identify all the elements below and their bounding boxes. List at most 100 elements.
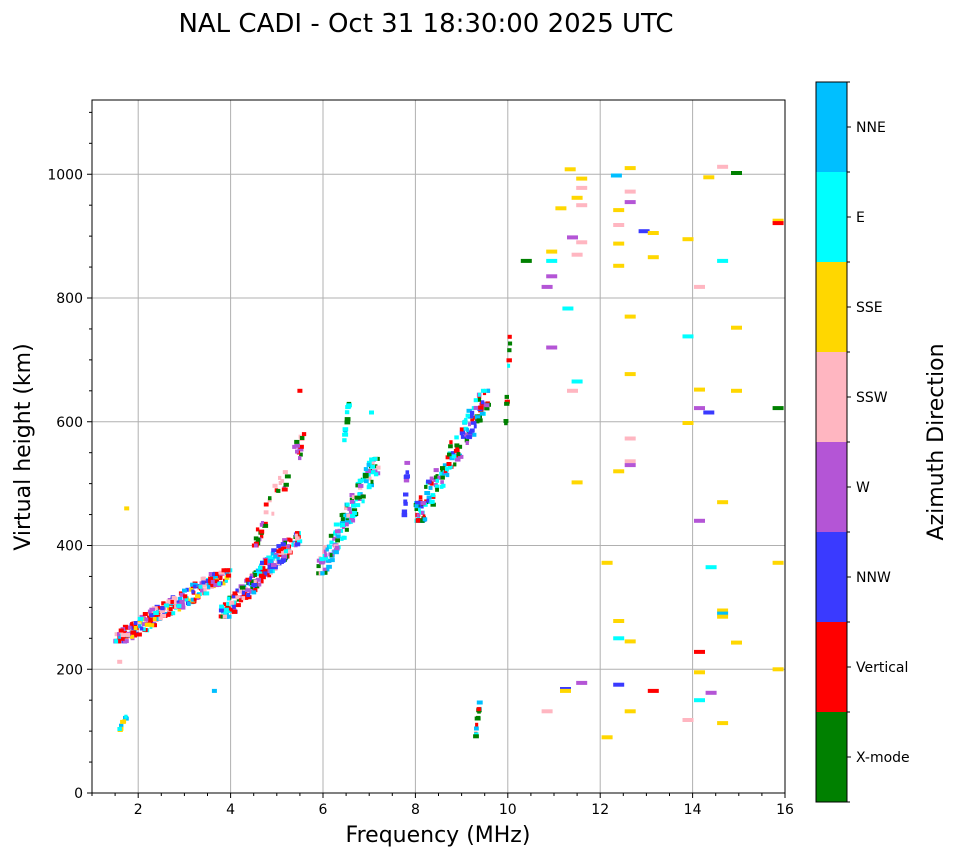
echo-point — [694, 670, 705, 675]
echo-point — [277, 559, 281, 564]
echo-point — [772, 221, 784, 226]
echo-point — [335, 538, 340, 543]
echo-point — [358, 478, 364, 483]
echo-point — [200, 588, 204, 593]
echo-point — [250, 586, 254, 590]
echo-point — [483, 388, 488, 393]
echo-point — [301, 432, 307, 437]
echo-point — [127, 625, 132, 630]
data-points — [113, 164, 784, 740]
echo-point — [466, 428, 470, 433]
echo-point — [179, 599, 185, 604]
x-tick-label: 6 — [319, 802, 328, 818]
echo-point — [450, 451, 456, 456]
echo-point — [480, 388, 485, 393]
echo-point — [453, 448, 460, 453]
echo-point — [416, 515, 421, 520]
echo-point — [344, 520, 351, 525]
echo-point — [200, 576, 206, 581]
echo-point — [160, 606, 165, 611]
echo-point — [263, 569, 270, 574]
echo-point — [482, 391, 487, 396]
echo-point — [624, 314, 636, 319]
echo-point — [420, 518, 425, 523]
echo-point — [546, 258, 558, 263]
echo-point — [717, 500, 729, 505]
echo-point — [326, 564, 332, 569]
echo-point — [325, 547, 329, 552]
x-tick-label: 16 — [776, 802, 794, 818]
echo-point — [222, 614, 228, 619]
y-axis: 0 200 400 600 800 1000 — [47, 111, 92, 802]
echo-point — [369, 461, 375, 466]
echo-point — [430, 493, 436, 498]
echo-point — [373, 472, 379, 477]
echo-point — [122, 639, 129, 644]
echo-point — [454, 457, 461, 462]
echo-point — [334, 545, 340, 550]
echo-point — [467, 430, 473, 435]
echo-point — [463, 426, 469, 431]
echo-point — [415, 500, 422, 505]
echo-point — [433, 478, 437, 482]
echo-point — [270, 551, 275, 556]
echo-point — [133, 623, 138, 628]
echo-point — [220, 581, 226, 586]
echo-point — [267, 565, 273, 570]
echo-point — [124, 506, 130, 511]
x-axis-label: Frequency (MHz) — [346, 823, 531, 848]
echo-point — [459, 430, 466, 435]
echo-point — [212, 580, 218, 585]
echo-point — [286, 544, 290, 549]
echo-point — [182, 588, 187, 593]
echo-point — [342, 438, 347, 443]
echo-point — [339, 513, 344, 518]
echo-point — [772, 667, 784, 672]
chart-title: NAL CADI - Oct 31 18:30:00 2025 UTC — [178, 9, 673, 39]
colorbar-tick-label: SSW — [856, 390, 888, 406]
echo-point — [156, 606, 162, 611]
colorbar-tick-label: Vertical — [856, 660, 908, 676]
echo-point — [270, 556, 275, 561]
echo-point — [124, 625, 131, 630]
echo-point — [250, 573, 255, 578]
echo-point — [144, 622, 151, 627]
echo-point — [576, 176, 588, 181]
echo-point — [227, 568, 231, 573]
colorbar-segment — [816, 172, 847, 262]
echo-point — [369, 457, 374, 462]
echo-point — [227, 614, 232, 619]
echo-point — [458, 454, 464, 459]
plot-background — [92, 100, 785, 793]
echo-point — [468, 414, 474, 418]
echo-point — [260, 561, 266, 565]
echo-point — [258, 573, 265, 578]
echo-point — [280, 479, 285, 484]
echo-point — [172, 600, 177, 605]
echo-point — [401, 509, 408, 514]
echo-point — [224, 578, 228, 583]
echo-point — [235, 603, 241, 608]
echo-point — [265, 571, 270, 576]
echo-point — [211, 688, 217, 693]
echo-point — [253, 579, 257, 584]
echo-point — [448, 444, 453, 449]
echo-point — [624, 189, 636, 194]
echo-point — [322, 567, 327, 572]
echo-point — [361, 494, 366, 499]
echo-point — [435, 474, 439, 479]
echo-point — [567, 235, 578, 240]
echo-point — [325, 558, 332, 563]
echo-point — [546, 274, 558, 279]
echo-point — [281, 554, 288, 559]
echo-point — [343, 516, 348, 520]
echo-point — [324, 570, 328, 575]
echo-point — [504, 401, 510, 406]
echo-point — [131, 632, 138, 637]
echo-point — [445, 472, 450, 477]
echo-point — [484, 406, 490, 411]
echo-point — [414, 507, 419, 511]
echo-point — [299, 452, 303, 457]
echo-point — [772, 560, 784, 565]
echo-point — [297, 388, 303, 393]
